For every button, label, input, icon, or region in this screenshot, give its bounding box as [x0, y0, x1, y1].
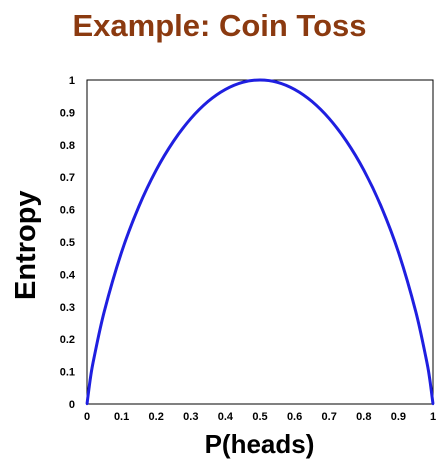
data-point: [92, 357, 96, 360]
data-point: [103, 310, 106, 313]
data-point: [120, 250, 123, 254]
y-tick-label: 0.3: [60, 302, 75, 314]
data-point: [189, 117, 192, 120]
data-point: [293, 88, 296, 91]
data-point: [206, 100, 210, 103]
x-tick-label: 0.3: [183, 411, 198, 423]
data-point: [424, 357, 428, 360]
y-tick-label: 0.5: [60, 237, 75, 249]
x-tick-label: 0: [84, 411, 90, 423]
x-tick-label: 0.2: [149, 411, 164, 423]
y-tick-label: 1: [69, 75, 75, 87]
data-point: [224, 88, 227, 91]
y-tick-label: 0.7: [60, 172, 75, 184]
data-point: [362, 168, 365, 172]
plot-frame: [86, 79, 434, 405]
y-tick-label: 0.6: [60, 205, 75, 217]
y-ticks: 0 0.1 0.2 0.3 0.4 0.5 0.6 0.7 0.8 0.9 1: [60, 75, 76, 411]
x-tick-label: 0.9: [391, 411, 406, 423]
x-ticks: 0 0.1 0.2 0.3 0.4 0.5 0.6 0.7 0.8 0.9 1: [84, 411, 436, 423]
x-axis-label: P(heads): [204, 429, 315, 459]
data-point: [241, 81, 244, 84]
data-point: [137, 205, 141, 208]
data-point: [85, 402, 89, 406]
x-tick-label: 0.6: [287, 411, 302, 423]
data-point: [428, 376, 431, 379]
data-point: [379, 205, 383, 208]
x-tick-label: 0.8: [356, 411, 371, 423]
y-tick-label: 0.8: [60, 140, 75, 152]
x-tick-label: 0.5: [252, 411, 267, 423]
data-point: [89, 376, 92, 379]
x-tick-label: 0.7: [322, 411, 337, 423]
y-tick-label: 0.4: [60, 269, 76, 281]
data-point: [155, 168, 158, 172]
x-tick-label: 0.4: [218, 411, 234, 423]
data-point: [345, 140, 348, 143]
y-tick-label: 0.2: [60, 334, 75, 346]
data-point: [310, 100, 314, 103]
data-point: [328, 117, 331, 120]
data-point: [276, 81, 279, 84]
y-tick-label: 0.1: [60, 367, 75, 379]
x-tick-label: 1: [430, 411, 436, 423]
data-point: [258, 78, 262, 82]
entropy-curve: [85, 78, 435, 405]
data-point: [397, 250, 400, 254]
y-tick-label: 0.9: [60, 107, 75, 119]
x-tick-label: 0.1: [114, 411, 129, 423]
data-point: [414, 310, 417, 313]
data-point: [172, 140, 175, 143]
chart-title: Example: Coin Toss: [72, 8, 367, 43]
data-point: [431, 402, 435, 406]
y-tick-label: 0: [69, 399, 75, 411]
